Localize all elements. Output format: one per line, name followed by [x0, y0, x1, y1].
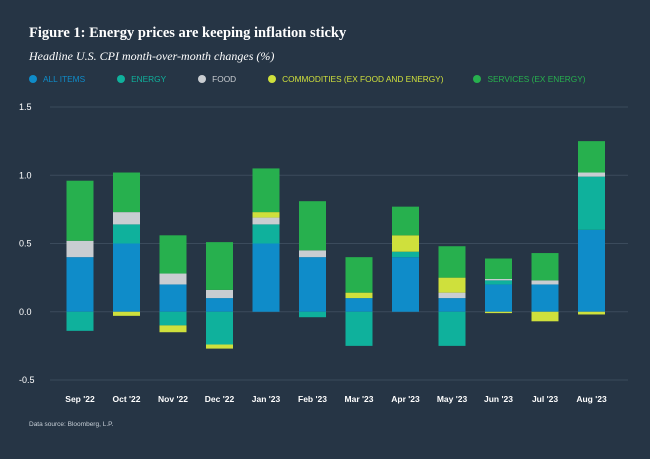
y-tick-label: 1.0: [19, 170, 32, 180]
bar-segment-services: [252, 168, 280, 213]
x-tick-label: Jul '23: [532, 394, 558, 404]
bar-segment-services: [159, 235, 187, 274]
legend-label-food: FOOD: [212, 74, 237, 84]
bar-segment-all_items: [299, 257, 326, 312]
bar-segment-all_items: [206, 298, 233, 312]
bar-segment-services: [345, 257, 373, 293]
bar-segment-commodities: [438, 277, 466, 293]
bar-segment-food: [578, 172, 605, 177]
bar-segment-food: [485, 278, 512, 281]
y-tick-label: -0.5: [19, 375, 35, 385]
legend-label-services: SERVICES (EX ENERGY): [487, 74, 586, 84]
legend-item-services: SERVICES (EX ENERGY): [473, 74, 586, 84]
bar-segment-energy: [66, 311, 94, 331]
bar-segment-services: [66, 180, 94, 241]
bar-segment-all_items: [66, 257, 94, 312]
y-tick-label: 0.5: [19, 239, 32, 249]
legend-swatch-commodities: [268, 75, 277, 83]
bar-segment-all_items: [531, 284, 559, 312]
bar-segment-all_items: [252, 243, 280, 312]
x-tick-label: Aug '23: [576, 394, 607, 404]
x-tick-label: Mar '23: [345, 394, 374, 404]
bar-segment-energy: [206, 311, 233, 345]
x-tick-label: Apr '23: [391, 394, 420, 404]
chart-title: Figure 1: Energy prices are keeping infl…: [29, 25, 347, 41]
x-tick-label: Oct '22: [112, 394, 140, 404]
legend-item-energy: ENERGY: [117, 74, 166, 84]
legend-label-all-items: ALL ITEMS: [43, 74, 86, 84]
bar-segment-energy: [578, 176, 605, 230]
bar-segment-energy: [299, 311, 326, 318]
bar-segment-food: [159, 273, 187, 285]
bar-segment-food: [206, 289, 233, 299]
legend-swatch-all-items: [29, 75, 37, 83]
bar-segment-all_items: [113, 243, 140, 312]
bar-segment-all_items: [438, 298, 466, 312]
x-tick-label: Nov '22: [158, 394, 188, 404]
bar-segment-commodities: [113, 311, 140, 316]
bar-segment-commodities: [252, 212, 280, 218]
bar-segment-commodities: [159, 325, 187, 333]
bar-segment-all_items: [392, 257, 419, 312]
bar-segment-food: [113, 212, 140, 225]
bar-segment-energy: [252, 224, 280, 244]
x-tick-label: May '23: [437, 394, 468, 404]
bar-segment-commodities: [392, 235, 419, 252]
bar-segment-services: [531, 253, 559, 281]
bar-segment-services: [206, 242, 233, 290]
bar-segment-commodities: [531, 311, 559, 322]
chart-subtitle: Headline U.S. CPI month-over-month chang…: [29, 49, 275, 63]
legend-label-energy: ENERGY: [131, 74, 167, 84]
bar-segment-food: [299, 250, 326, 258]
bar-segment-food: [531, 280, 559, 285]
bar-segment-all_items: [578, 229, 605, 312]
legend-item-food: FOOD: [198, 74, 236, 84]
chart-legend: ALL ITEMS ENERGY FOOD COMMODITIES (EX FO…: [29, 74, 586, 84]
x-tick-label: Dec '22: [205, 394, 235, 404]
bar-segment-all_items: [345, 298, 373, 312]
bar-segment-services: [485, 258, 512, 279]
bar-segment-services: [578, 141, 605, 173]
y-tick-label: 0.0: [19, 307, 32, 317]
bar-segment-energy: [345, 311, 373, 346]
bar-segment-commodities: [345, 292, 373, 299]
bar-segment-energy: [392, 251, 419, 258]
legend-item-all-items: ALL ITEMS: [29, 74, 85, 84]
legend-swatch-services: [473, 75, 482, 83]
bar-segment-energy: [159, 311, 187, 326]
bar-segment-services: [392, 206, 419, 236]
bar-segment-services: [299, 201, 326, 251]
bar-segment-energy: [485, 280, 512, 285]
bar-segment-food: [252, 217, 280, 225]
bar-segment-services: [438, 246, 466, 278]
x-tick-label: Sep '22: [65, 394, 95, 404]
y-tick-label: 1.5: [19, 102, 32, 112]
x-tick-label: Jan '23: [252, 394, 281, 404]
bar-segment-food: [438, 292, 466, 299]
bar-segment-all_items: [485, 284, 512, 312]
x-tick-label: Jun '23: [484, 394, 513, 404]
bar-segment-all_items: [159, 284, 187, 312]
legend-swatch-energy: [117, 75, 126, 83]
legend-label-commodities: COMMODITIES (EX FOOD AND ENERGY): [282, 74, 444, 84]
bar-segment-commodities: [206, 344, 233, 349]
bar-segment-energy: [113, 224, 140, 244]
bar-segment-energy: [438, 311, 466, 346]
bar-segment-food: [66, 240, 94, 258]
bar-segment-services: [113, 172, 140, 213]
legend-swatch-food: [198, 75, 207, 83]
bar-segment-commodities: [485, 311, 512, 314]
data-source-note: Data source: Bloomberg, L.P.: [29, 421, 114, 428]
legend-item-commodities: COMMODITIES (EX FOOD AND ENERGY): [268, 74, 443, 84]
x-tick-label: Feb '23: [298, 394, 327, 404]
bar-segment-commodities: [578, 311, 605, 315]
